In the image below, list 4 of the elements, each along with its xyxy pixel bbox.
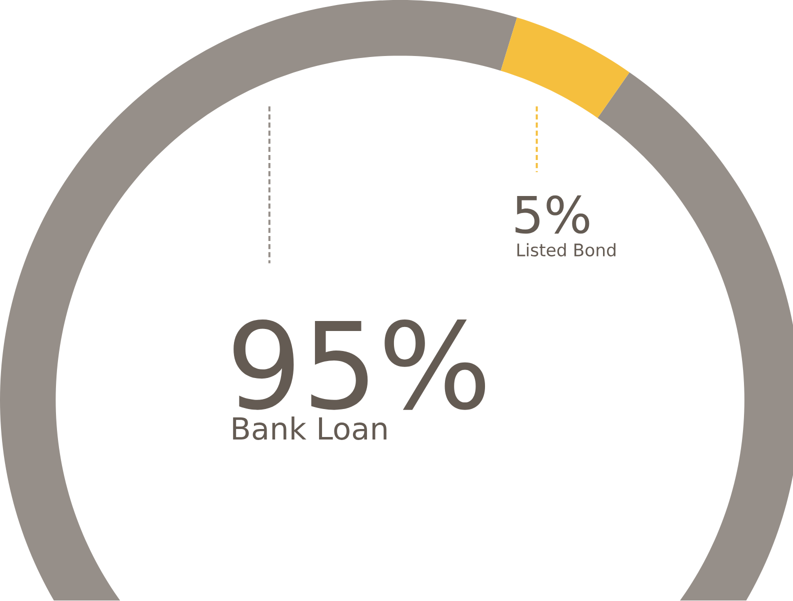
slice-label: Listed Bond — [517, 243, 616, 257]
data-label: 5% — [516, 196, 590, 234]
slice-label: Bank Loan — [233, 416, 386, 440]
data-label: 95% — [234, 320, 486, 410]
